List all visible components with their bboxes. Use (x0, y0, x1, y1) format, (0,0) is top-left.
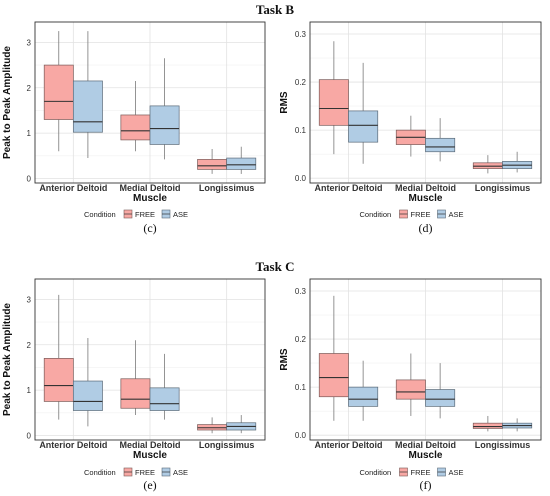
y-tick-label: 2 (27, 341, 32, 350)
box-free (318, 353, 349, 398)
box-ase (348, 110, 379, 143)
panel-label: (c) (143, 221, 156, 235)
x-tick-label: Medial Deltoid (395, 440, 456, 450)
x-axis-title: Muscle (133, 193, 167, 204)
y-tick-label: 1 (27, 386, 32, 395)
box-ase (425, 137, 456, 153)
box-free (43, 358, 74, 402)
legend-label-free: FREE (411, 468, 431, 477)
box-free (395, 379, 426, 400)
panel-label: (d) (419, 221, 433, 235)
chart-panel-e: 0 1 2 3 Anterior Deltoid Medial Deltoid Longis… (2, 278, 266, 492)
y-tick-label: 0.1 (295, 383, 307, 392)
legend: Condition FREE ASE (360, 467, 464, 477)
legend-label-ase: ASE (449, 210, 464, 219)
y-tick-label: 0.0 (295, 431, 307, 440)
legend-label-free: FREE (411, 210, 431, 219)
y-tick-label: 0.2 (295, 78, 307, 87)
box-free (318, 79, 349, 126)
y-tick-label: 0 (27, 431, 32, 440)
x-tick-label: Medial Deltoid (395, 183, 456, 193)
legend-title: Condition (360, 468, 392, 477)
plot-border (34, 278, 266, 441)
y-axis-title: Peak to Peak Amplitude (2, 303, 13, 416)
legend: Condition FREE ASE (84, 209, 188, 219)
y-tick-label: 3 (27, 295, 32, 304)
x-tick-label: Anterior Deltoid (314, 440, 382, 450)
legend-title: Condition (84, 468, 116, 477)
y-axis-title: Peak to Peak Amplitude (2, 46, 13, 159)
legend-label-ase: ASE (173, 210, 188, 219)
x-tick-label: Longissimus (475, 440, 531, 450)
box-ase (72, 80, 103, 133)
panel-label: (e) (143, 478, 156, 492)
box-ase (348, 386, 379, 407)
legend-label-free: FREE (135, 468, 155, 477)
y-tick-label: 0.0 (295, 174, 307, 183)
chart-panel-d: 0.0 0.1 0.2 0.3 Anterior Deltoid Medial Delto… (279, 21, 542, 235)
y-tick-label: 0.3 (295, 287, 307, 296)
x-tick-label: Longissimus (475, 183, 531, 193)
plot-border (309, 278, 542, 441)
x-axis-title: Muscle (409, 450, 443, 461)
box-free (120, 378, 151, 409)
legend-label-free: FREE (135, 210, 155, 219)
y-tick-label: 2 (27, 84, 32, 93)
legend: Condition FREE ASE (84, 467, 188, 477)
y-axis-title: RMS (279, 91, 290, 114)
x-axis-title: Muscle (409, 193, 443, 204)
x-tick-label: Medial Deltoid (119, 183, 180, 193)
box-ase (72, 380, 103, 411)
plot-border (309, 21, 542, 184)
box-free (43, 64, 74, 120)
box-free (472, 422, 503, 429)
x-tick-label: Longissimus (199, 440, 255, 450)
y-tick-label: 3 (27, 38, 32, 47)
box-ase (226, 157, 257, 170)
legend-title: Condition (84, 210, 116, 219)
y-tick-label: 0.3 (295, 30, 307, 39)
y-tick-label: 1 (27, 129, 32, 138)
x-tick-label: Anterior Deltoid (39, 183, 107, 193)
chart-panel-c: 0 1 2 3 Anterior Deltoid Medial Deltoid Longis… (2, 21, 266, 235)
plot-border (34, 21, 266, 184)
box-ase (149, 105, 180, 145)
y-axis-title: RMS (279, 348, 290, 371)
x-tick-label: Longissimus (199, 183, 255, 193)
chart-panel-f: 0.0 0.1 0.2 0.3 Anterior Deltoid Medial Delto… (279, 278, 542, 492)
x-tick-label: Anterior Deltoid (314, 183, 382, 193)
panel-label: (f) (420, 478, 432, 492)
box-ase (425, 389, 456, 407)
task-b-title: Task B (256, 2, 295, 17)
box-free (197, 159, 228, 170)
x-tick-label: Medial Deltoid (119, 440, 180, 450)
box-ase (149, 387, 180, 411)
legend-label-ase: ASE (173, 468, 188, 477)
x-tick-label: Anterior Deltoid (39, 440, 107, 450)
box-free (120, 114, 151, 141)
legend: Condition FREE ASE (360, 209, 464, 219)
legend-title: Condition (360, 210, 392, 219)
task-c-title: Task C (256, 259, 295, 274)
x-axis-title: Muscle (133, 450, 167, 461)
y-tick-label: 0.2 (295, 335, 307, 344)
y-tick-label: 0.1 (295, 126, 307, 135)
legend-label-ase: ASE (449, 468, 464, 477)
y-tick-label: 0 (27, 174, 32, 183)
